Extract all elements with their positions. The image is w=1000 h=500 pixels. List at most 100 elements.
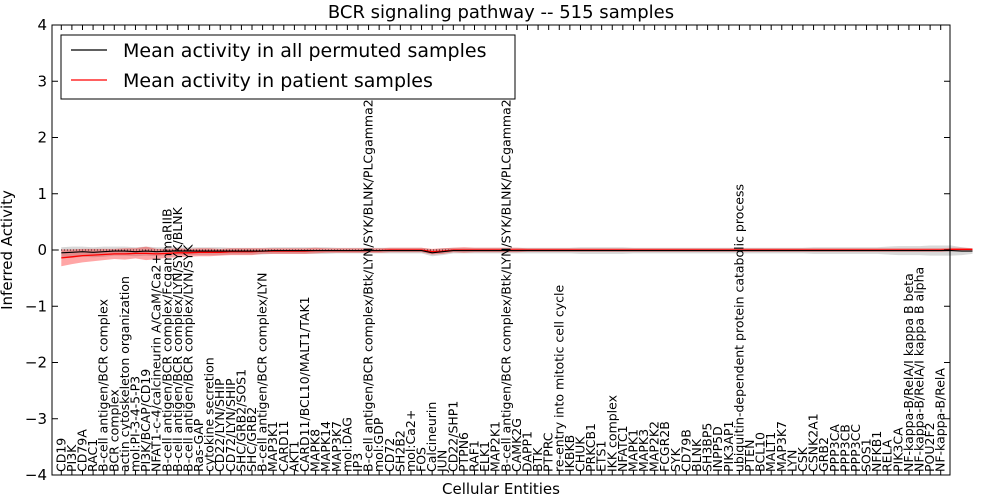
entity-label: NF-kappa-B/RelA/I kappa B alpha [912,267,927,472]
entity-label: ETS1 [594,441,609,472]
entity-label: JUN [435,450,450,473]
legend: Mean activity in all permuted samples Me… [60,34,516,100]
entity-label: NFAT1-c-4/calcineurin A/CaM/Ca2+ [149,254,164,472]
entity-label: CAMK2G [509,418,524,472]
entity-label: NFKB1 [869,431,884,472]
entity-label: IKBKB [562,435,577,472]
entity-label: CD22/LYN/SHIP [212,378,227,472]
entity-label: NFATC1 [615,425,630,472]
entity-label: NF-kappa-B/RelA [933,368,948,472]
entity-label: MAP3K7 [329,421,344,472]
std-band-permuted [61,245,973,259]
entity-label: PTEN [742,440,757,472]
entity-label: CD79A [75,429,90,472]
entity-label: re-entry into mitotic cell cycle [551,284,566,472]
legend-label-permuted: Mean activity in all permuted samples [123,40,486,62]
entity-label: SOS1 [859,438,874,472]
entity-label: PI3K/BCAP/CD19 [138,369,153,472]
entity-label: SHC/GRB2 [244,407,259,472]
entity-label: Calcineurin [424,402,439,472]
entity-label: CARD11/BCL10/MALT1/TAK1 [297,296,312,472]
entity-label: RAC1 [85,439,100,472]
x-axis-label: Cellular Entities [442,480,560,498]
entity-label: B-cell antigen/BCR complex/LYN/SYK/BLNK [170,206,185,472]
y-axis-label: Inferred Activity [0,190,16,310]
entity-label: actin cytoskeleton organization [117,276,132,472]
entity-label: IP3 [350,453,365,472]
entity-label: B-cell antigen/BCR complex/FcgammaRIIB [159,208,174,472]
entity-label: PRKCB1 [583,423,598,472]
entity-label: PPP3CC [848,424,863,472]
entity-label: mol:PI-3-4-5-P3 [128,376,143,472]
entity-label: ubiquitin-dependent protein catabolic pr… [731,184,746,472]
entity-label: MAPK1 [625,429,640,472]
entity-label: PTPN6 [456,432,471,472]
entity-label: CHUK [573,436,588,472]
plot-frame [51,24,951,476]
entity-label: CARD11 [276,421,291,473]
entity-label: MAP2K1 [488,421,503,472]
entity-label: B-cell antigen/BCR complex/Btk/LYN/SYK/B… [361,99,376,472]
entity-label: GRB2 [816,437,831,472]
entity-label: BTK [530,447,545,472]
entity-label: IKK complex [604,395,619,472]
entity-label: mol:DAG [339,417,354,472]
y-tick-label: −4 [25,466,47,484]
entity-label: INPP5D [710,426,725,472]
entity-label: CD72 [382,438,397,472]
entity-label: POU2F2 [922,422,937,472]
entity-label: MAP2K2 [647,421,662,472]
entity-label: MALT1 [763,432,778,472]
entity-label: B-cell antigen/BCR complex [96,299,111,472]
entity-label: PPP3CB [837,424,852,472]
entity-label: DAPP1 [520,431,535,472]
entity-label: MAP3K7 [774,421,789,472]
y-tick-label: −1 [25,297,47,315]
entity-label: MAPK8 [308,429,323,472]
entity-label: FOS [414,447,429,472]
entity-label: CD19 [53,438,68,472]
y-tick-label: 0 [37,241,47,259]
entity-label: mol:Ca2+ [403,410,418,472]
entity-label: PPP3CA [827,424,842,472]
entity-label: CSK [795,446,810,472]
entity-label: B-cell antigen/BCR complex/Btk/LYN/SYK/B… [498,99,513,472]
entity-label: BCR complex [106,389,121,472]
entity-label: B-cell antigen/BCR complex/LYN [255,273,270,473]
entity-label: cytokine secretion [202,357,217,472]
y-tick-label: 3 [37,72,47,90]
y-tick-label: 4 [37,16,47,34]
entity-label: mol:GDP [371,417,386,472]
series-lines [61,248,973,259]
entity-label: AKT1 [286,441,301,472]
entity-label: MAPK14 [318,421,333,472]
entity-label: BLNK [689,438,704,472]
y-tick-label: 2 [37,129,47,147]
entity-label: SH2B2 [392,430,407,472]
entity-label: Ras-GAP [191,418,206,472]
chart-title: BCR signaling pathway -- 515 samples [328,2,674,23]
entity-label: ELK1 [477,441,492,472]
entity-label: PI3K [64,444,79,472]
entity-label: PTPRC [541,432,556,472]
entity-label: B-cell antigen/BCR complex/LYN/SYK [180,244,195,472]
y-tick-label: 1 [37,185,47,203]
series-line-patient [61,248,973,259]
entity-label: CSNK2A1 [806,413,821,472]
entity-label: BCL10 [753,432,768,472]
entity-label: CD72/LYN/SHIP [223,378,238,472]
y-tick-label: −3 [25,410,47,428]
entity-label: MAP3K1 [265,421,280,472]
entity-label: PIK3CA [890,427,905,472]
legend-label-patient: Mean activity in patient samples [123,70,433,92]
entity-label: RAF1 [467,440,482,472]
entity-label: NF-kappa-B/RelA/I kappa B beta [901,273,916,472]
entity-label: SYK [668,447,683,472]
entity-label: PIK3AP1 [721,421,736,472]
entity-label: SH3BP5 [700,423,715,472]
entity-label: CD22/SHP1 [445,401,460,472]
entity-label: FCGR2B [657,421,672,472]
entity-label: CD79B [678,429,693,472]
entity-label: SHC/GRB2/SOS1 [233,369,248,472]
